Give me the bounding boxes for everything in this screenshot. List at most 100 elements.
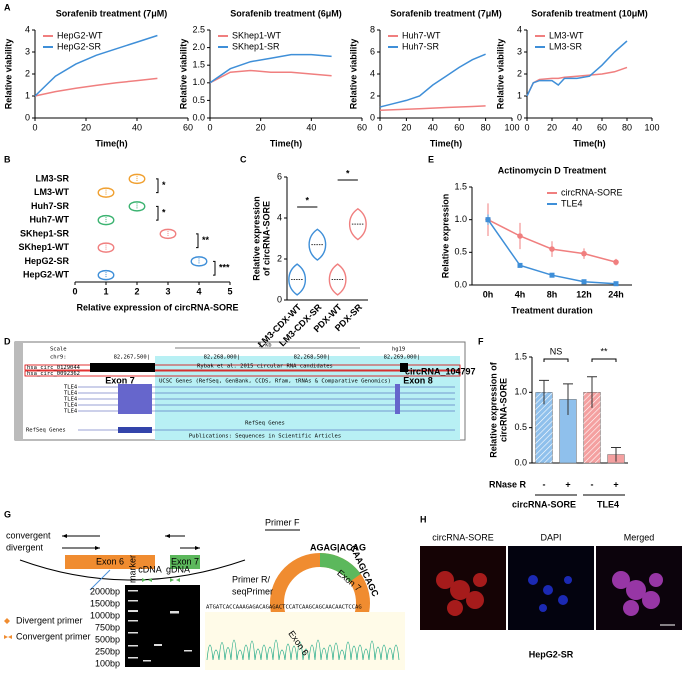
browser-text: Publications: Sequences in Scientific Ar… xyxy=(189,434,341,440)
legend-label: SKhep1-WT xyxy=(232,30,282,40)
gel xyxy=(125,585,200,667)
browser-position: 82,268,500| xyxy=(294,355,330,361)
x-tick-label: 40 xyxy=(132,122,142,132)
x-tick-label: 0 xyxy=(72,286,77,296)
gene-label: TLE4 xyxy=(64,409,78,415)
panel-label: B xyxy=(4,154,11,164)
violin xyxy=(348,207,367,241)
bar-hatch xyxy=(583,392,601,463)
x-tick-label: 60 xyxy=(597,122,607,132)
y-tick-label: 0.0 xyxy=(192,112,205,122)
violin xyxy=(308,228,327,261)
sig-label: * xyxy=(346,168,350,178)
circ-track-label: hsa_circ_0129044 xyxy=(27,365,81,371)
category-label: HepG2-SR xyxy=(24,256,69,266)
exon-label: Exon 7 xyxy=(171,556,199,566)
x-tick-label: 0h xyxy=(483,289,494,299)
browser-position: 82,268,000| xyxy=(204,355,240,361)
violin xyxy=(328,263,347,296)
y-axis-label: Relative viability xyxy=(348,39,358,110)
panel-label: G xyxy=(4,509,11,519)
y-tick-label: 0 xyxy=(370,112,375,122)
violin xyxy=(97,187,115,198)
bar-hatch xyxy=(535,392,553,463)
category-label: Huh7-SR xyxy=(31,201,70,211)
y-axis-label: circRNA-SORE xyxy=(498,378,508,442)
y-tick-label: 0 xyxy=(25,112,30,122)
sig-bracket xyxy=(591,358,617,362)
x-tick-label: 60 xyxy=(454,122,464,132)
exon-block xyxy=(90,363,155,372)
violin xyxy=(128,173,146,185)
category-label: LM3-SR xyxy=(36,173,70,183)
gene-exon xyxy=(118,384,152,414)
marker xyxy=(549,246,555,252)
x-tick-label: 20 xyxy=(81,122,91,132)
sig-bracket xyxy=(543,358,569,362)
series-line xyxy=(34,34,158,97)
y-axis-label: Relative expression xyxy=(251,196,261,281)
legend-label: LM3-WT xyxy=(549,30,584,40)
x-tick-label: 20 xyxy=(547,122,557,132)
x-tick-label: 4h xyxy=(515,289,526,299)
browser-text: UCSC Genes (RefSeq, GenBank, CCDS, Rfam,… xyxy=(159,379,391,385)
y-tick-label: 2 xyxy=(277,253,282,263)
ladder-label: 750bp xyxy=(95,622,120,632)
series-line xyxy=(379,53,486,108)
series-line xyxy=(526,66,628,97)
legend-label: HepG2-SR xyxy=(57,41,102,51)
y-tick-label: 1.0 xyxy=(192,77,205,87)
x-tick-label: 100 xyxy=(644,122,659,132)
row-label: RNase R xyxy=(489,479,527,489)
lane-label: cDNA xyxy=(138,564,162,574)
category-label: SKhep1-WT xyxy=(19,242,70,252)
cells-blue xyxy=(528,575,572,612)
gene-label: TLE4 xyxy=(64,391,78,397)
category-label: - xyxy=(543,479,546,489)
y-tick-label: 0.5 xyxy=(514,422,527,432)
y-tick-label: 1.5 xyxy=(514,351,527,361)
marker xyxy=(517,233,523,239)
error-bar xyxy=(611,446,621,462)
y-tick-label: 1 xyxy=(517,90,522,100)
group-label: circRNA-SORE xyxy=(512,499,576,509)
junction-seq: AGAG|ACAG xyxy=(310,542,366,552)
primer-icons xyxy=(142,578,180,582)
circ-name: circRNA_104797 xyxy=(405,366,476,376)
y-tick-label: 2.0 xyxy=(192,42,205,52)
y-tick-label: 4 xyxy=(25,24,30,34)
y-axis-label: Relative viability xyxy=(495,39,505,110)
y-tick-label: 2 xyxy=(517,68,522,78)
category-label: HepG2-WT xyxy=(23,270,70,280)
y-tick-label: 0.5 xyxy=(192,95,205,105)
panel-label: A xyxy=(4,2,11,12)
sig-label: * xyxy=(162,208,166,218)
circ-exon7 xyxy=(319,553,361,583)
y-axis-label: Relative expression xyxy=(440,194,450,279)
category-label: + xyxy=(565,479,570,489)
y-tick-label: 6 xyxy=(370,46,375,56)
y-tick-label: 1.0 xyxy=(454,214,467,224)
exon-block xyxy=(400,363,408,372)
x-tick-label: 3 xyxy=(165,286,170,296)
series-line xyxy=(526,40,628,97)
diagram-text: convergent xyxy=(6,530,51,540)
x-tick-label: 20 xyxy=(401,122,411,132)
sequence: ATGATCACCAAAGAGACAGAGACTCCATCAAGCAGCAACA… xyxy=(206,605,362,611)
y-axis-label: Relative viability xyxy=(3,39,13,110)
circ-track-label: hsa_circ_0092362 xyxy=(27,371,80,377)
ladder-label: 1000bp xyxy=(90,610,120,620)
channel-label: Merged xyxy=(624,532,655,542)
y-tick-label: 0.0 xyxy=(514,457,527,467)
y-tick-label: 1.0 xyxy=(514,387,527,397)
x-tick-label: 60 xyxy=(183,122,193,132)
legend-label: Convergent primer xyxy=(16,631,91,641)
y-tick-label: 2 xyxy=(370,90,375,100)
browser-position: 82,267,500| xyxy=(114,355,150,361)
circ-track xyxy=(24,370,461,377)
sig-bracket xyxy=(156,205,159,221)
y-axis-label: Relative viability xyxy=(178,39,188,110)
link xyxy=(89,569,111,591)
violin xyxy=(128,201,146,212)
series-line xyxy=(209,53,332,84)
